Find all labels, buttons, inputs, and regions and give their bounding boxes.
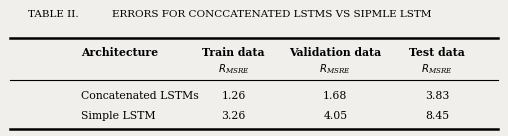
Text: TABLE II.: TABLE II. <box>28 10 79 18</box>
Text: Concatenated LSTMs: Concatenated LSTMs <box>81 91 199 101</box>
Text: 8.45: 8.45 <box>425 111 449 121</box>
Text: $R_\mathregular{MSRE}$: $R_\mathregular{MSRE}$ <box>421 62 453 76</box>
Text: ERRORS FOR CONCCATENATED LSTMS VS SIPMLE LSTM: ERRORS FOR CONCCATENATED LSTMS VS SIPMLE… <box>112 10 431 18</box>
Text: 1.68: 1.68 <box>323 91 347 101</box>
Text: 4.05: 4.05 <box>323 111 347 121</box>
Text: 3.26: 3.26 <box>221 111 246 121</box>
Text: 3.83: 3.83 <box>425 91 449 101</box>
Text: $R_\mathregular{MSRE}$: $R_\mathregular{MSRE}$ <box>218 62 249 76</box>
Text: Test data: Test data <box>409 47 465 58</box>
Text: Validation data: Validation data <box>289 47 382 58</box>
Text: $R_\mathregular{MSRE}$: $R_\mathregular{MSRE}$ <box>320 62 351 76</box>
Text: Train data: Train data <box>202 47 265 58</box>
Text: Simple LSTM: Simple LSTM <box>81 111 156 121</box>
Text: 1.26: 1.26 <box>221 91 246 101</box>
Text: Architecture: Architecture <box>81 47 158 58</box>
